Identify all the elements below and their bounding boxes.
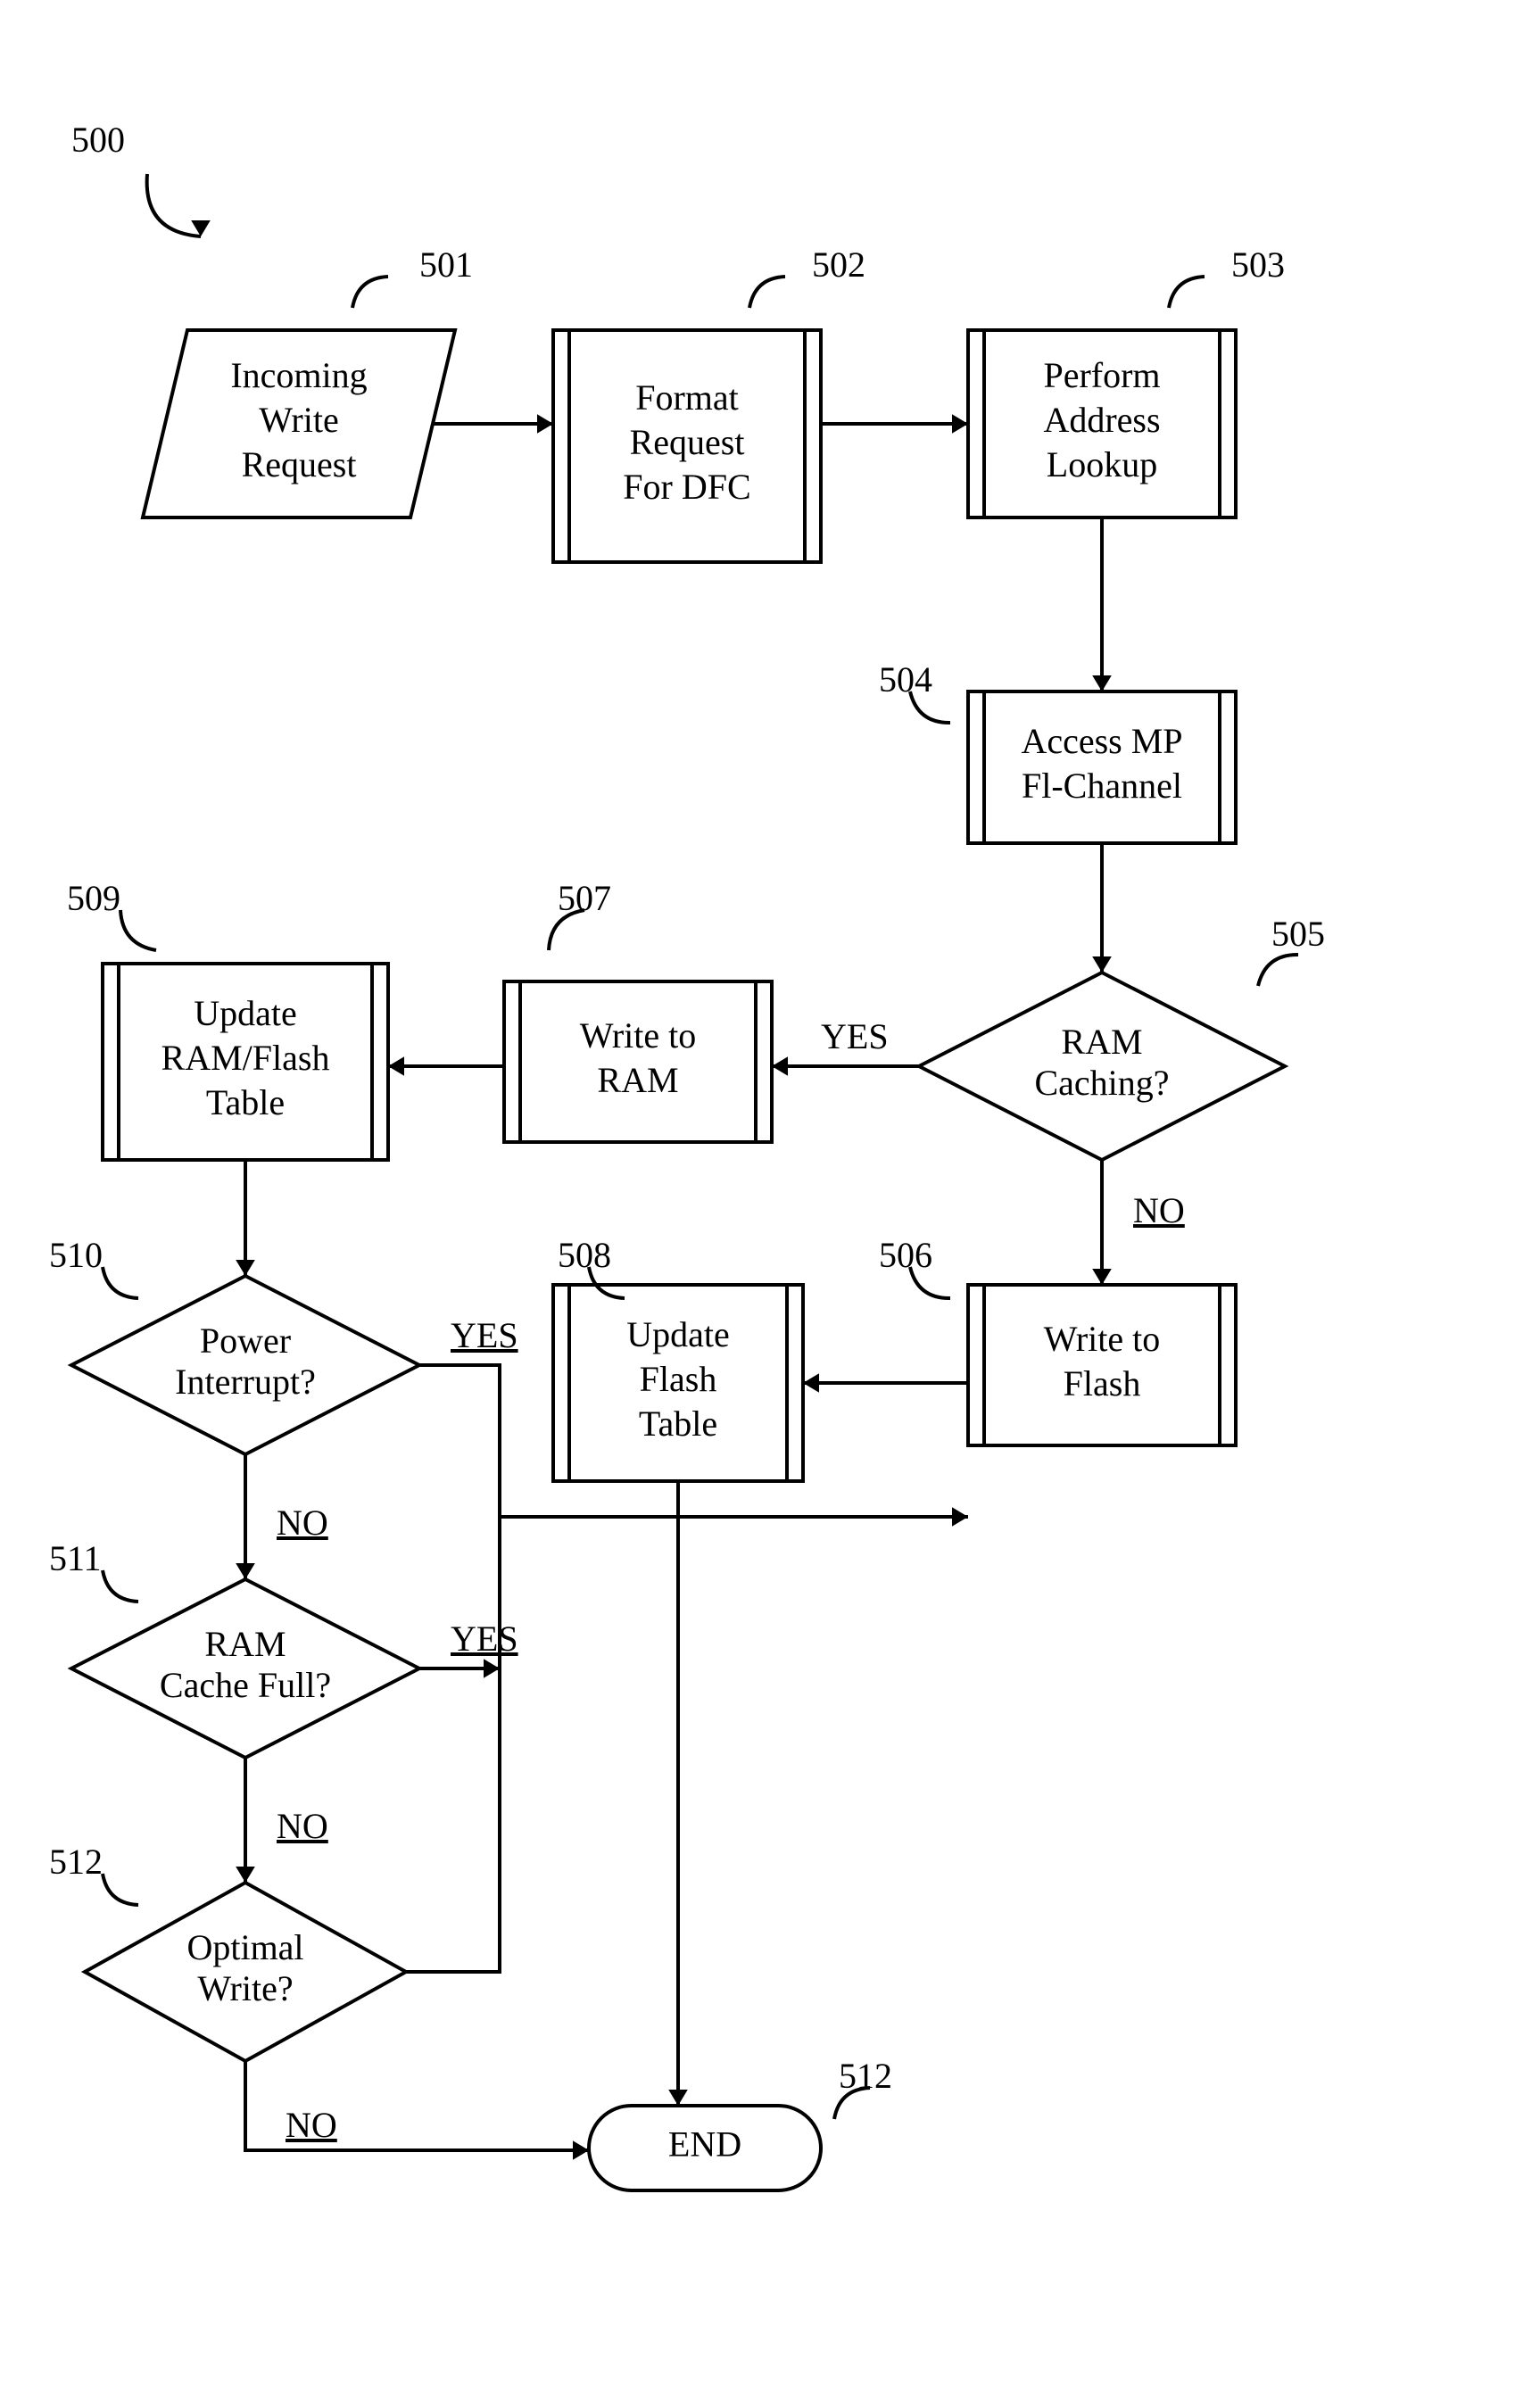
svg-text:Write to: Write to xyxy=(580,1015,697,1056)
svg-text:500: 500 xyxy=(71,120,125,160)
svg-text:NO: NO xyxy=(286,2105,337,2145)
svg-text:Address: Address xyxy=(1043,400,1160,440)
svg-text:RAM/Flash: RAM/Flash xyxy=(161,1038,330,1078)
svg-text:YES: YES xyxy=(451,1315,518,1355)
svg-text:RAM: RAM xyxy=(204,1624,286,1664)
svg-text:RAM: RAM xyxy=(1061,1022,1142,1062)
svg-text:508: 508 xyxy=(558,1235,611,1275)
svg-text:Access MP: Access MP xyxy=(1021,721,1182,761)
svg-text:END: END xyxy=(668,2124,741,2165)
svg-text:Optimal: Optimal xyxy=(186,1927,303,1967)
svg-text:503: 503 xyxy=(1231,244,1285,285)
svg-text:Write to: Write to xyxy=(1044,1319,1161,1359)
svg-text:Fl-Channel: Fl-Channel xyxy=(1022,766,1182,806)
svg-text:Power: Power xyxy=(200,1321,291,1361)
svg-text:Interrupt?: Interrupt? xyxy=(175,1362,316,1402)
svg-text:512: 512 xyxy=(49,1842,103,1882)
svg-text:YES: YES xyxy=(821,1016,889,1056)
svg-text:NO: NO xyxy=(277,1503,328,1543)
svg-text:Update: Update xyxy=(194,993,297,1033)
svg-text:511: 511 xyxy=(49,1538,102,1578)
svg-text:Request: Request xyxy=(630,422,745,462)
svg-text:NO: NO xyxy=(1133,1190,1185,1230)
svg-text:RAM: RAM xyxy=(597,1060,678,1100)
svg-text:Table: Table xyxy=(639,1403,717,1444)
svg-text:For DFC: For DFC xyxy=(623,467,750,507)
svg-text:501: 501 xyxy=(419,244,473,285)
svg-text:509: 509 xyxy=(67,878,120,918)
svg-text:Format: Format xyxy=(635,377,739,418)
svg-text:Table: Table xyxy=(206,1082,285,1122)
svg-text:Perform: Perform xyxy=(1043,355,1160,395)
svg-text:504: 504 xyxy=(879,659,932,700)
svg-text:Lookup: Lookup xyxy=(1047,444,1157,484)
svg-text:Write?: Write? xyxy=(197,1968,293,2008)
svg-text:Incoming: Incoming xyxy=(230,355,367,395)
svg-text:505: 505 xyxy=(1271,914,1325,954)
svg-text:Flash: Flash xyxy=(640,1359,717,1399)
svg-text:502: 502 xyxy=(812,244,865,285)
svg-text:506: 506 xyxy=(879,1235,932,1275)
svg-text:YES: YES xyxy=(451,1619,518,1659)
svg-text:NO: NO xyxy=(277,1806,328,1846)
svg-text:507: 507 xyxy=(558,878,611,918)
svg-text:Flash: Flash xyxy=(1064,1363,1141,1403)
svg-text:Cache Full?: Cache Full? xyxy=(160,1665,331,1705)
svg-text:Request: Request xyxy=(242,444,357,484)
svg-text:Update: Update xyxy=(626,1314,730,1354)
svg-text:Write: Write xyxy=(259,400,338,440)
svg-text:510: 510 xyxy=(49,1235,103,1275)
svg-text:Caching?: Caching? xyxy=(1034,1063,1169,1103)
